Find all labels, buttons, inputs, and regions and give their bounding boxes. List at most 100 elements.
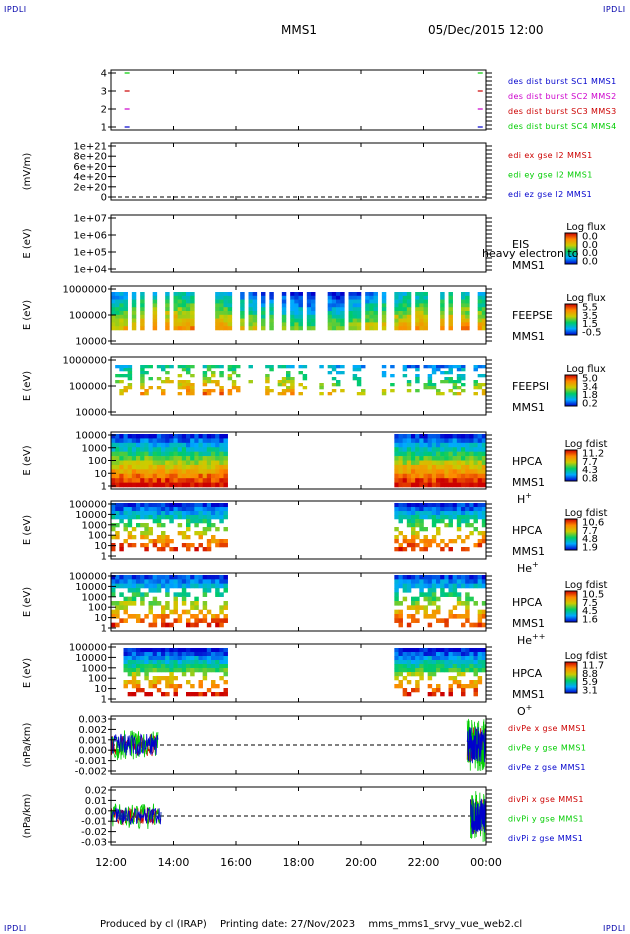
panel-hpca_h-cell: [127, 464, 133, 470]
panel-feepse-cell: [223, 307, 228, 312]
panel-feepse-cell: [419, 299, 424, 304]
panel-divpe-ytick-label: -0.002: [75, 767, 107, 778]
panel-feepse-cell: [252, 314, 258, 319]
panel-hpca_he-cell: [219, 507, 224, 512]
panel-hpca_o-cell: [148, 656, 153, 661]
panel-hpca_o-cell: [477, 656, 483, 661]
panel-feepse-cell: [173, 326, 178, 331]
panel-feepse-cell: [248, 292, 253, 297]
panel-hpca_he-cell: [202, 547, 208, 552]
panel-hpca_o-cell: [431, 688, 437, 693]
panel-hpca_o-cell: [469, 648, 474, 653]
panel-hpca_h-cell: [465, 447, 470, 452]
panel-hpca_o-cell: [136, 684, 141, 689]
panel-feepse-cell: [381, 326, 387, 331]
panel-hpca_he2-cell: [115, 579, 120, 584]
panel-hpca_h-cell: [427, 451, 433, 457]
panel-feepse-cell: [481, 307, 487, 312]
panel-hpca_he2-cell: [152, 588, 158, 593]
panel-hpca_o-cell: [169, 684, 174, 689]
panel-hpca_o-cell: [423, 648, 428, 653]
panel-hpca_he2-cell: [456, 596, 462, 602]
panel-hpca_he2-cell: [173, 579, 178, 584]
panel-hpca_o-cell: [165, 680, 170, 685]
panel-hpca_he-cell: [152, 519, 158, 524]
panel-hpca_o-cell: [169, 660, 174, 665]
panel-hpca_he2-cell: [194, 579, 199, 584]
panel-feepse-cell: [461, 318, 466, 323]
panel-eis-colorbar-tick: 0.0: [582, 232, 598, 243]
panel-hpca_o-cell: [440, 692, 445, 697]
panel-hpca_he2-cell: [156, 588, 162, 593]
panel-hpca_h-cell: [127, 478, 133, 483]
panel-hpca_h-cell: [186, 482, 191, 488]
panel-hpca_he2-cell: [477, 614, 483, 619]
panel-hpca_h-cell: [194, 464, 199, 470]
panel-feepsi-cell: [206, 392, 212, 396]
panel-feepse-cell: [252, 303, 258, 308]
panel-feepsi-cell: [381, 371, 387, 375]
panel-feepse-cell: [223, 303, 228, 308]
panel-hpca_he-ytick-label: 10000: [75, 510, 107, 521]
panel-feepse-cell: [252, 295, 258, 300]
panel-hpca_he2-cell: [411, 605, 416, 610]
panel-hpca_o-cell: [419, 660, 424, 665]
panel-feepse-cell: [477, 307, 483, 312]
panel-divpe-series-2: [110, 733, 159, 757]
panel-hpca_h-cell: [194, 447, 199, 452]
panel-hpca_he-cell: [123, 511, 128, 516]
panel-hpca_o-cell: [219, 660, 224, 665]
panel-hpca_h-cell: [173, 451, 178, 457]
panel-feepsi-cell: [190, 383, 195, 387]
panel-feepse-cell: [248, 326, 253, 331]
panel-feepse-cell: [281, 314, 287, 319]
panel-hpca_h-cell: [411, 434, 416, 439]
panel-hpca_he-cell: [415, 507, 420, 512]
panel-hpca_o-cell: [427, 676, 433, 681]
panel-hpca_he-cell: [119, 543, 124, 548]
panel-feepse-cell: [340, 292, 345, 297]
panel-feepse-cell: [248, 299, 253, 304]
panel-feepse-cell: [152, 326, 158, 331]
panel-hpca_o-cell: [456, 680, 462, 685]
panel-hpca_o-cell: [161, 664, 166, 669]
panel-hpca_he2-colorbar-tick: 4.5: [582, 606, 598, 617]
panel-hpca_h-cell: [223, 473, 228, 479]
panel-feepse-cell: [240, 295, 245, 300]
panel-hpca_h-cell: [406, 456, 412, 461]
panel-hpca_he2-cell: [436, 575, 441, 580]
panel-hpca_he-cell: [181, 507, 187, 512]
panel-hpca_o-cell: [161, 656, 166, 661]
panel-hpca_he-cell: [419, 519, 424, 524]
panel-hpca_h-cell: [148, 478, 153, 483]
panel-hpca_he2-cell: [461, 614, 466, 619]
panel-hpca_he-cell: [427, 543, 433, 548]
panel-hpca_h-cell: [394, 456, 399, 461]
panel-hpca_h-cell: [111, 442, 116, 448]
panel-hpca_he2-cell: [111, 579, 116, 584]
panel-hpca_he-spectrogram: [111, 503, 487, 552]
panel-hpca_h-cell: [402, 456, 408, 461]
panel-hpca_he-cell: [411, 531, 416, 536]
panel-feepsi-cell: [123, 389, 128, 393]
panel-feepse-cell: [240, 322, 245, 327]
panel-feepse-cell: [406, 303, 412, 308]
panel-hpca_he2-cell: [131, 575, 137, 580]
panel-hpca_h-cell: [465, 464, 470, 470]
panel-feepsi-cell: [461, 389, 466, 393]
panel-hpca_o-cell: [173, 684, 178, 689]
panel-feepsi-cell: [406, 365, 412, 369]
panel-hpca_h-cell: [206, 442, 212, 448]
panel-feepse-cell: [440, 322, 445, 327]
panel-hpca_h-cell: [161, 473, 166, 479]
panel-hpca_o-cell: [177, 660, 183, 665]
panel-feepsi-cell: [286, 371, 291, 375]
panel-hpca_o-cell: [419, 672, 424, 677]
panel-hpca_he-cell: [406, 511, 412, 516]
panel-hpca_he-cell: [444, 523, 449, 528]
panel-feepsi-cell: [390, 374, 395, 378]
panel-hpca_o-cell: [177, 668, 183, 673]
panel-hpca_he2-cell: [215, 588, 220, 593]
panel-hpca_h-cell: [406, 438, 412, 444]
panel-hpca_h-cell: [415, 456, 420, 461]
